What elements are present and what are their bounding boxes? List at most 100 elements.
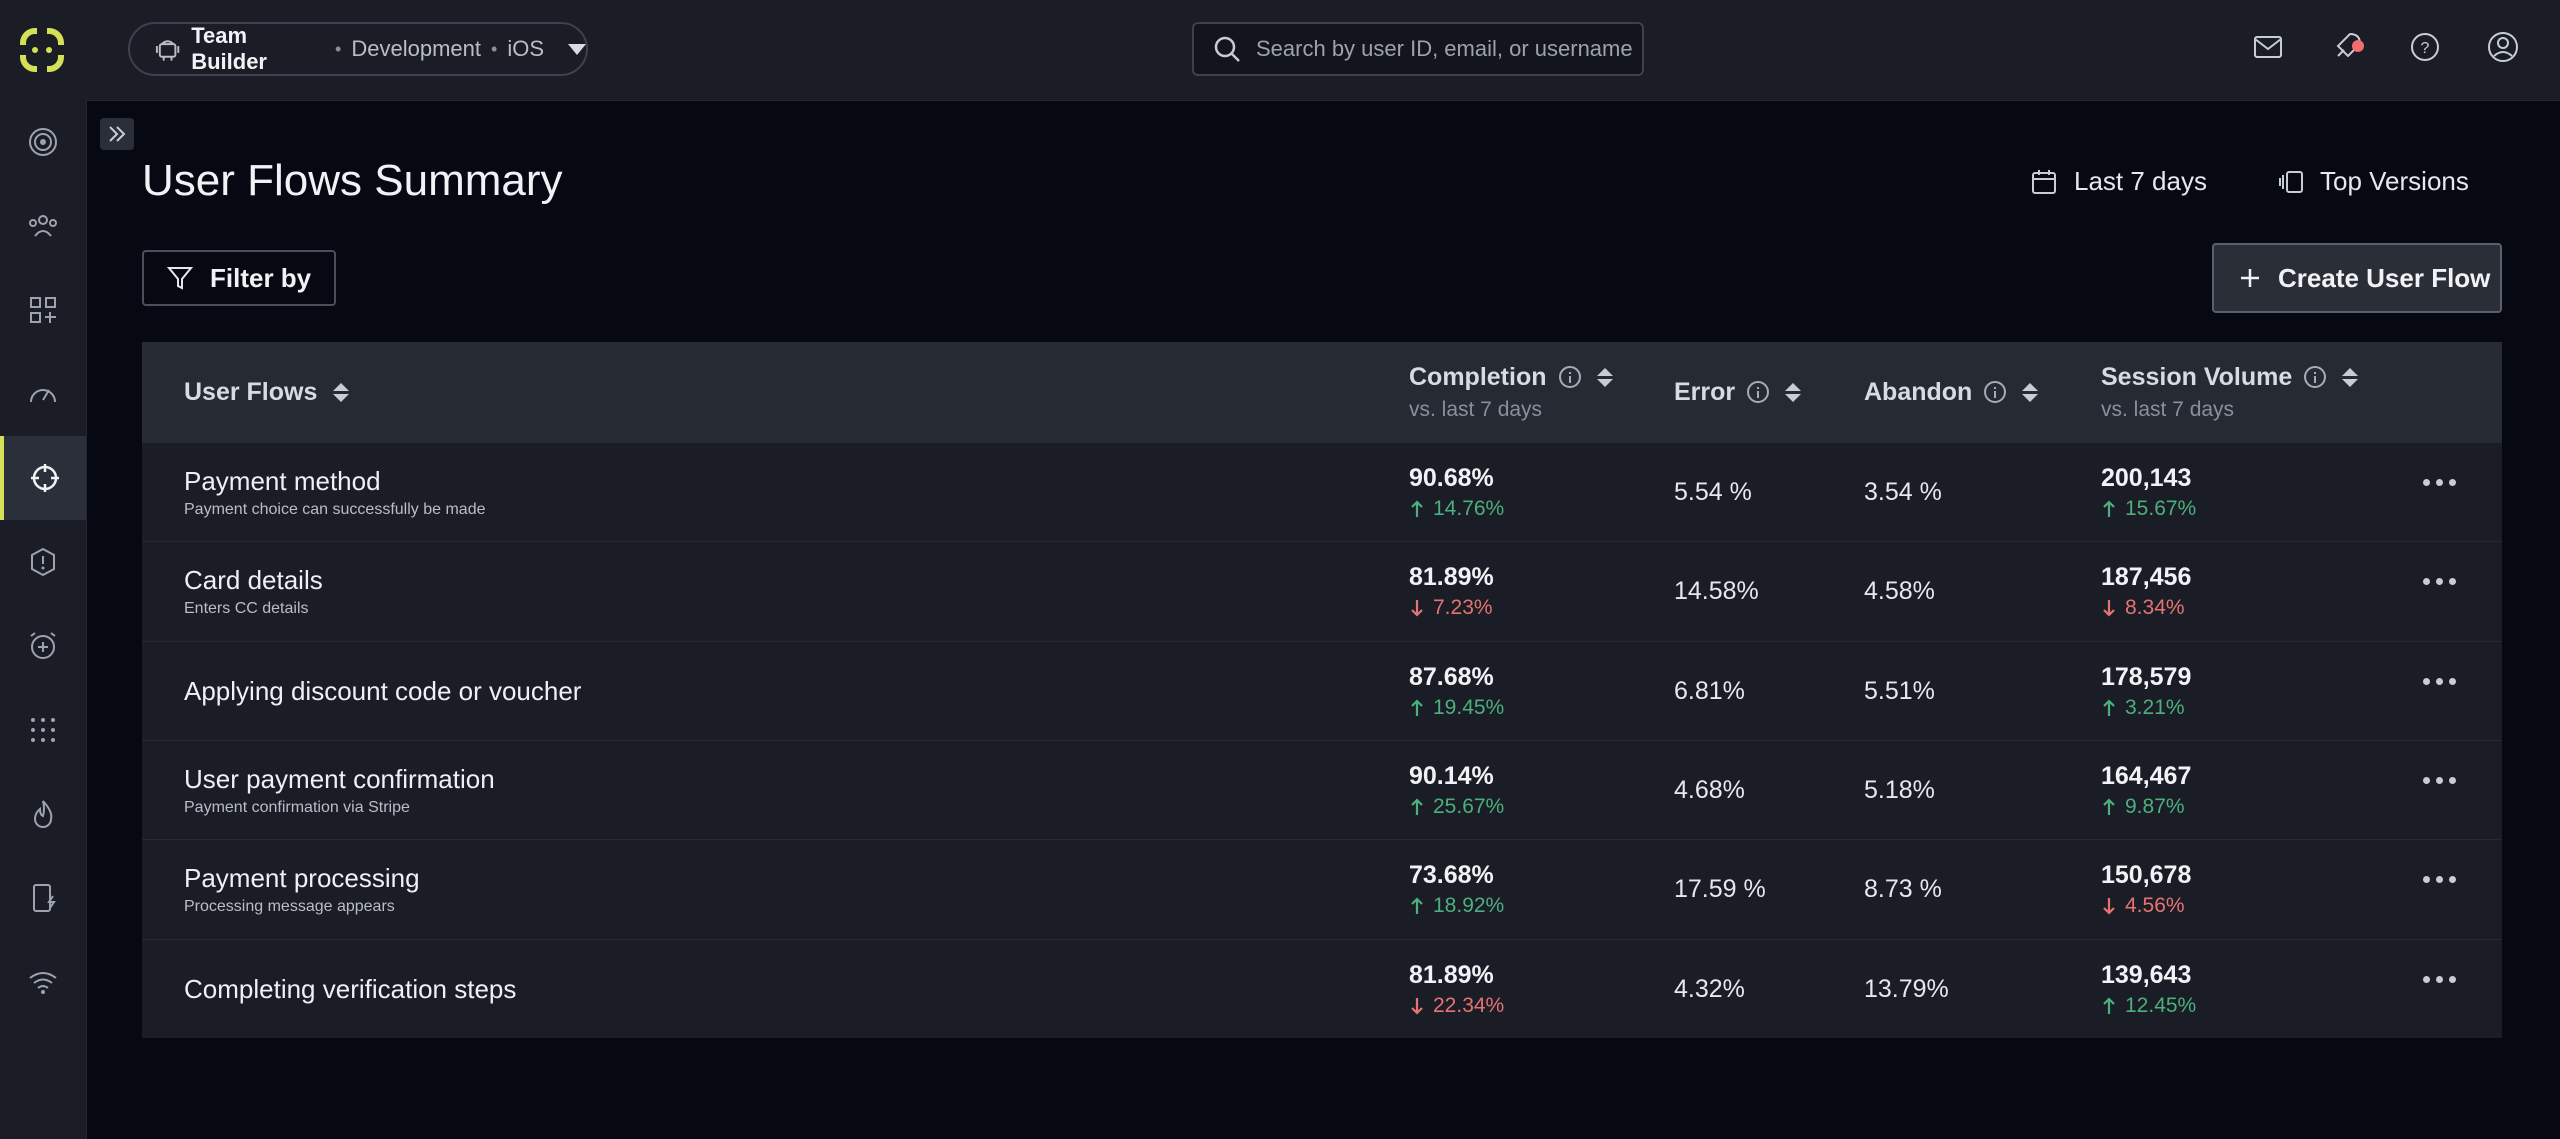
arrow-down-icon	[2103, 600, 2115, 617]
info-icon[interactable]	[1984, 381, 2007, 403]
account-icon[interactable]	[2486, 30, 2520, 64]
flow-name[interactable]: Card details	[184, 565, 323, 596]
abandon-value: 5.51%	[1864, 676, 1935, 705]
page-title: User Flows Summary	[142, 156, 563, 205]
completion-delta: 25.67%	[1409, 795, 1504, 819]
more-options-icon[interactable]	[2423, 677, 2456, 685]
sort-icon[interactable]	[333, 382, 350, 402]
arrow-up-icon	[1411, 897, 1423, 915]
create-user-flow-button[interactable]: Create User Flow	[2212, 243, 2502, 313]
more-options-icon[interactable]	[2423, 876, 2456, 884]
completion-delta: 22.34%	[1409, 994, 1504, 1018]
arrow-up-icon	[1411, 500, 1423, 517]
sort-icon[interactable]	[2022, 382, 2039, 402]
expand-sidebar-button[interactable]	[100, 118, 134, 150]
table-row[interactable]: Payment method Payment choice can success…	[142, 442, 2502, 542]
completion-value: 87.68%	[1409, 662, 1494, 691]
filter-button[interactable]: Filter by	[142, 250, 336, 306]
completion-value: 90.68%	[1409, 464, 1494, 492]
header-user-flows[interactable]: User Flows	[184, 342, 350, 442]
sidebar-item-apps[interactable]	[0, 268, 86, 352]
info-icon[interactable]	[1747, 381, 1770, 403]
volume-delta: 4.56%	[2101, 894, 2191, 918]
info-icon[interactable]	[2304, 366, 2327, 388]
sidebar-item-hotspots[interactable]	[0, 772, 86, 856]
error-cell: 5.54 %	[1674, 443, 1752, 542]
more-options-icon[interactable]	[2423, 578, 2456, 586]
arrow-up-icon	[2103, 699, 2115, 716]
volume-value: 200,143	[2101, 464, 2192, 492]
completion-cell: 73.68% 18.92%	[1409, 840, 1504, 939]
volume-cell: 187,456 8.34%	[2101, 542, 2191, 641]
sidebar-item-network[interactable]	[0, 940, 86, 1024]
error-cell: 17.59 %	[1674, 840, 1766, 939]
arrow-up-icon	[1411, 699, 1423, 716]
arrow-up-icon	[2103, 996, 2115, 1014]
flow-name[interactable]: Applying discount code or voucher	[184, 675, 582, 706]
top-versions-selector[interactable]: Top Versions	[2278, 166, 2469, 197]
sidebar-item-user-flows[interactable]	[0, 436, 86, 520]
volume-value: 150,678	[2101, 861, 2192, 890]
flow-name[interactable]: Completing verification steps	[184, 973, 517, 1004]
sidebar-item-performance[interactable]	[0, 352, 86, 436]
sidebar-item-crashes[interactable]	[0, 520, 86, 604]
sidebar-item-users[interactable]	[0, 184, 86, 268]
flow-name[interactable]: Payment method	[184, 466, 381, 496]
mail-icon[interactable]	[2252, 30, 2286, 64]
more-options-icon[interactable]	[2423, 776, 2456, 784]
app-selector[interactable]: Team Builder • Development • iOS	[128, 22, 588, 76]
sidebar-item-more[interactable]	[0, 688, 86, 772]
chevron-down-icon	[568, 43, 586, 55]
completion-delta: 19.45%	[1409, 696, 1504, 720]
sidebar-item-alerts[interactable]	[0, 604, 86, 688]
volume-delta-value: 15.67%	[2125, 497, 2197, 520]
sort-icon[interactable]	[2342, 367, 2359, 387]
error-cell: 6.81%	[1674, 642, 1745, 741]
arrow-down-icon	[1411, 997, 1423, 1015]
volume-value: 178,579	[2101, 662, 2192, 691]
table-row[interactable]: User payment confirmation Payment confirm…	[142, 739, 2502, 840]
flow-name[interactable]: User payment confirmation	[184, 763, 495, 794]
flow-name[interactable]: Payment processing	[184, 863, 420, 894]
volume-delta: 8.34%	[2101, 596, 2191, 620]
abandon-cell: 13.79%	[1864, 940, 1949, 1039]
table-row[interactable]: Payment processing Processing message app…	[142, 839, 2502, 939]
rocket-icon[interactable]	[2330, 30, 2364, 64]
calendar-icon	[2032, 169, 2056, 194]
completion-delta-value: 14.76%	[1433, 497, 1505, 520]
help-icon[interactable]: ?	[2408, 30, 2442, 64]
logo-icon[interactable]	[20, 28, 64, 72]
sort-icon[interactable]	[1785, 382, 1802, 402]
environment-label: Development	[351, 36, 481, 61]
platform-label: iOS	[507, 36, 544, 61]
date-range-label: Last 7 days	[2074, 166, 2207, 196]
sort-icon[interactable]	[1596, 367, 1613, 387]
versions-icon	[2279, 170, 2303, 193]
volume-value: 164,467	[2101, 761, 2192, 790]
completion-cell: 81.89% 22.34%	[1409, 940, 1504, 1039]
flow-cell: Applying discount code or voucher	[184, 642, 581, 741]
header-completion[interactable]: Completion vs. last 7 days	[1409, 342, 1613, 442]
plus-icon	[2241, 269, 2259, 287]
abandon-value: 4.58%	[1864, 577, 1935, 606]
table-row[interactable]: Completing verification steps 81.89% 22.34…	[142, 938, 2502, 1039]
table-row[interactable]: Card details Enters CC details 81.89% 7.23%…	[142, 541, 2502, 641]
sidebar-item-device[interactable]	[0, 856, 86, 940]
flow-cell: Payment processing Processing message app…	[184, 840, 420, 939]
wifi-icon	[29, 972, 57, 994]
more-options-icon[interactable]	[2423, 479, 2456, 486]
sidebar-item-signal[interactable]	[0, 100, 86, 184]
table-header: User Flows Completion vs. last 7 days Er…	[142, 342, 2502, 442]
separator-dot: •	[335, 38, 342, 59]
header-session-volume[interactable]: Session Volume vs. last 7 days	[2101, 342, 2359, 442]
date-range-picker[interactable]: Last 7 days	[2030, 166, 2207, 197]
header-abandon[interactable]: Abandon	[1864, 342, 2039, 442]
more-options-icon[interactable]	[2423, 975, 2456, 983]
header-error[interactable]: Error	[1674, 342, 1802, 442]
volume-delta: 3.21%	[2101, 696, 2191, 720]
completion-cell: 81.89% 7.23%	[1409, 542, 1494, 641]
info-icon[interactable]	[1558, 366, 1581, 388]
table-row[interactable]: Applying discount code or voucher 87.68% 1…	[142, 640, 2502, 741]
abandon-cell: 5.51%	[1864, 642, 1935, 741]
search-input[interactable]: Search by user ID, email, or username	[1192, 22, 1644, 76]
